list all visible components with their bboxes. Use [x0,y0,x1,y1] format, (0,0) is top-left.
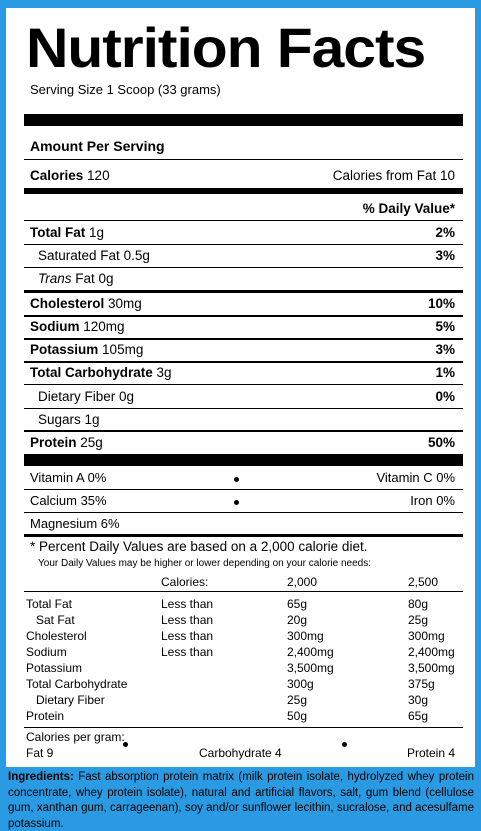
divider [24,489,463,490]
nutrient-row-protein: Protein 25g [30,435,103,450]
calories-value: 120 [87,168,110,183]
dv-table-2000: 25g [287,693,308,707]
nutrient-row-sugars: Sugars 1g [38,412,100,427]
divider [24,338,463,340]
divider [24,591,463,592]
dv-table-2000: 20g [287,613,308,627]
dv-table-2000: 300g [287,677,314,691]
dv-fiber: 0% [435,389,455,404]
vitamin-c: Vitamin C 0% [376,470,455,485]
divider [24,315,463,317]
dv-potassium: 3% [435,342,455,357]
dv-table-2500: 80g [408,597,429,611]
nutrient-row-trans-fat: Trans Fat 0g [38,271,114,286]
dv-table-2500: 65g [408,709,429,723]
calories-row: Calories 120 [30,167,110,185]
dv-sat-fat: 3% [435,248,455,263]
bullet-icon [234,477,239,482]
dv-table-label: Sat Fat [36,613,75,627]
dv-total-fat: 2% [435,225,455,240]
nutrient-row-total-carb: Total Carbohydrate 3g [30,365,172,380]
dv-table-header-2500: 2,500 [408,575,439,589]
nutrient-row-cholesterol: Cholesterol 30mg [30,296,142,311]
bullet-icon [123,742,128,747]
dv-table-2500: 30g [408,693,429,707]
calories-from-fat: Calories from Fat 10 [332,168,455,183]
dv-table-label: Total Carbohydrate [26,677,128,691]
divider [24,159,463,160]
divider [24,244,463,245]
calories-per-gram-fat: Fat 9 [26,746,54,760]
bullet-icon [342,742,347,747]
nutrient-row-fiber: Dietary Fiber 0g [38,389,135,404]
dv-table-label: Cholesterol [26,629,87,643]
dv-total-carb: 1% [435,365,455,380]
nutrient-row-potassium: Potassium 105mg [30,342,144,357]
calories-per-gram-carb: Carbohydrate 4 [199,746,282,760]
divider [24,534,463,537]
divider [24,220,463,221]
divider [24,512,463,513]
divider [24,384,463,385]
dv-table-label: Potassium [26,661,83,675]
dv-table-2500: 3,500mg [408,661,455,675]
dv-table-2500: 2,400mg [408,645,455,659]
nutrient-row-sat-fat: Saturated Fat 0.5g [38,248,150,263]
dv-table-2000: 3,500mg [287,661,334,675]
nutrition-panel: Nutrition Facts Serving Size 1 Scoop (33… [6,8,475,767]
dv-table-qual: Less than [161,629,214,643]
ingredients-label: Ingredients: [8,771,74,783]
footnote-sub: Your Daily Values may be higher or lower… [38,558,371,569]
nutrient-row-sodium: Sodium 120mg [30,319,125,334]
dv-table-2000: 50g [287,709,308,723]
vitamin-a: Vitamin A 0% [30,470,107,485]
serving-size: Serving Size 1 Scoop (33 grams) [30,82,221,97]
dv-sodium: 5% [435,319,455,334]
amount-per-serving: Amount Per Serving [30,138,165,154]
dv-table-2000: 300mg [287,629,324,643]
divider [24,727,463,728]
footnote-main: * Percent Daily Values are based on a 2,… [30,539,368,554]
calories-per-gram-protein: Protein 4 [406,746,455,760]
dv-table-header-2000: 2,000 [287,575,318,589]
dv-protein: 50% [427,435,455,450]
divider [24,290,463,293]
bullet-icon [234,500,239,505]
dv-table-qual: Less than [161,613,214,627]
divider [24,430,463,432]
divider [24,267,463,268]
ingredients: Ingredients: Fast absorption protein mat… [8,770,474,831]
calories-per-gram-label: Calories per gram: [26,730,125,744]
nutrient-row-total-fat: Total Fat 1g [30,225,105,240]
divider [24,361,463,363]
dv-table-label: Protein [26,709,65,723]
dv-table-header-qual: Calories: [161,575,209,589]
thick-divider [24,114,463,126]
dv-table-2000: 65g [287,597,308,611]
dv-table-label: Dietary Fiber [36,693,105,707]
calories-label: Calories [30,168,84,183]
medium-divider [24,188,463,194]
divider [24,408,463,409]
dv-cholesterol: 10% [427,296,455,311]
dv-table-2500: 375g [408,677,435,691]
thick-divider [24,454,463,466]
magnesium: Magnesium 6% [30,516,120,531]
calcium: Calcium 35% [30,493,107,508]
dv-table-2500: 300mg [408,629,445,643]
dv-table-qual: Less than [161,597,214,611]
daily-value-header: % Daily Value* [362,201,455,216]
ingredients-text: Fast absorption protein matrix (milk pro… [8,771,474,830]
page-title: Nutrition Facts [26,16,426,79]
iron: Iron 0% [410,493,455,508]
dv-table-2500: 25g [408,613,429,627]
dv-table-qual: Less than [161,645,214,659]
dv-table-label: Sodium [26,645,67,659]
dv-table-2000: 2,400mg [287,645,334,659]
dv-table-label: Total Fat [26,597,73,611]
